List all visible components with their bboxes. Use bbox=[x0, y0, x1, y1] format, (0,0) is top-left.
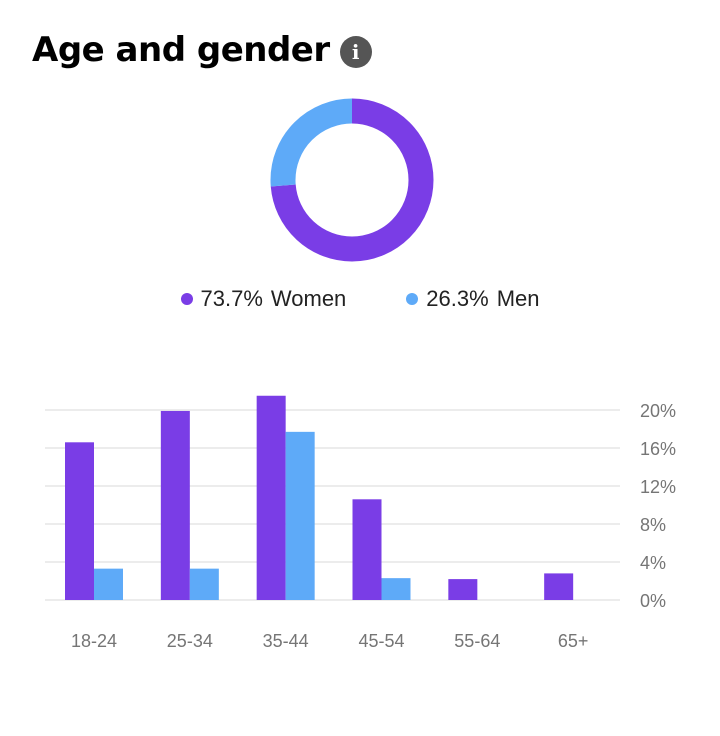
x-tick-label: 25-34 bbox=[167, 631, 213, 651]
y-tick-label: 20% bbox=[640, 401, 676, 421]
legend-men-label: Men bbox=[496, 286, 540, 311]
bar-men-35-44 bbox=[285, 431, 315, 600]
x-tick-label: 65+ bbox=[558, 631, 589, 651]
x-tick-label: 35-44 bbox=[263, 631, 309, 651]
x-tick-label: 55-64 bbox=[454, 631, 500, 651]
info-icon[interactable]: i bbox=[339, 36, 372, 68]
y-tick-label: 12% bbox=[640, 477, 676, 497]
legend-item-men: 26.3% Men bbox=[406, 286, 539, 312]
legend-women-value: 73.7% bbox=[200, 286, 263, 311]
x-tick-label: 45-54 bbox=[358, 631, 404, 651]
title-row: Age and gender i bbox=[32, 30, 372, 70]
y-tick-label: 0% bbox=[640, 591, 666, 611]
y-tick-label: 4% bbox=[640, 553, 666, 573]
donut-slice-men bbox=[270, 98, 434, 262]
bar-women-65+ bbox=[544, 573, 574, 600]
bar-women-45-54 bbox=[352, 499, 382, 600]
donut-legend: 73.7% Women 26.3% Men bbox=[0, 286, 720, 312]
legend-men-value: 26.3% bbox=[426, 286, 489, 311]
gender-donut-chart bbox=[270, 98, 434, 262]
bar-women-18-24 bbox=[65, 442, 94, 600]
bar-men-18-24 bbox=[94, 568, 123, 600]
age-bar-chart: 0% 4% 8% 12% 16% 20% 18-24 25-34 35-44 45-54 55-64… bbox=[45, 395, 676, 651]
bar-women-25-34 bbox=[160, 410, 190, 600]
legend-item-women: 73.7% Women bbox=[180, 286, 347, 312]
y-tick-label: 8% bbox=[640, 515, 666, 535]
bar-women-55-64 bbox=[448, 579, 478, 600]
x-tick-label: 18-24 bbox=[71, 631, 117, 651]
page-title: Age and gender bbox=[32, 30, 330, 70]
bar-men-45-54 bbox=[381, 578, 411, 600]
legend-women-label: Women bbox=[270, 286, 347, 311]
y-tick-label: 16% bbox=[640, 439, 676, 459]
bar-women-35-44 bbox=[256, 395, 286, 600]
legend-dot-women bbox=[180, 293, 193, 305]
bar-men-25-34 bbox=[189, 568, 219, 600]
legend-dot-men bbox=[406, 293, 419, 305]
